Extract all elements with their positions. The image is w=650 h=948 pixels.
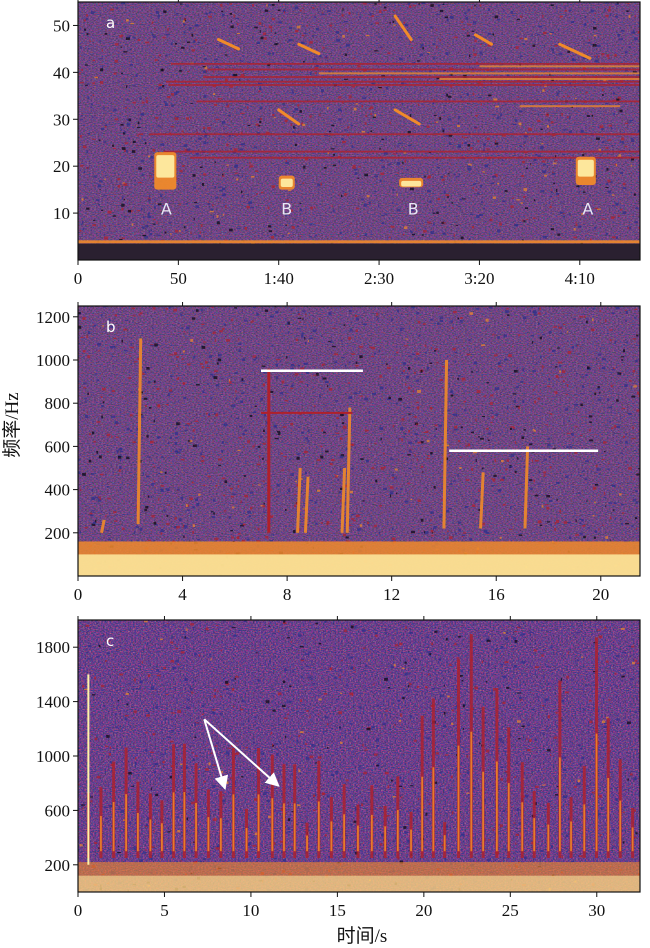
x-tick-label: 4:10 [565,269,595,288]
call-core [280,178,293,188]
y-tick-label: 400 [45,481,71,500]
harmonic-bands [149,62,640,159]
x-tick-label: 16 [488,585,505,604]
call-core [577,159,594,177]
call-label: A [582,199,593,218]
x-tick-label: 25 [502,901,519,920]
y-tick-label: 600 [45,437,71,456]
panel-b: b 0 4 8 12 16 20 200 400 600 800 1000 1200 [36,302,641,604]
x-tick-label: 8 [283,585,292,604]
x-tick-label: 3:20 [464,269,494,288]
low-frequency-core [78,554,640,576]
y-tick-label: 1800 [36,638,70,657]
call-label: A [161,199,172,218]
plot-area [78,306,640,576]
x-tick-label: 0 [74,585,83,604]
y-tick-label: 40 [53,63,70,82]
panel-letter: c [106,632,114,650]
y-tick-label: 1200 [36,308,70,327]
y-tick-label: 1400 [36,693,70,712]
low-frequency-line [78,240,640,244]
x-tick-label: 12 [383,585,400,604]
plot-area [78,620,640,892]
y-tick-label: 20 [53,157,70,176]
call-label: B [281,199,292,218]
x-tick-label: 20 [415,901,432,920]
plot-frame [77,305,641,577]
x-tick-label: 0 [74,269,83,288]
vertical-strokes [100,338,530,534]
y-tick-label: 200 [45,524,71,543]
x-tick-label: 4 [178,585,187,604]
plot-frame [77,1,641,261]
y-tick-label: 800 [45,394,71,413]
x-axis-title: 时间/s [337,925,388,947]
pulse-train [86,634,635,865]
x-tick-label: 2:30 [364,269,394,288]
arrow-2 [203,718,280,787]
y-tick-label: 30 [53,110,70,129]
plot-area: ABBAB [78,2,640,260]
arrow-1 [203,718,229,790]
y-tick-label: 600 [45,801,71,820]
x-tick-label: 15 [329,901,346,920]
panel-c: c 0 5 10 15 20 25 30 200 600 1000 1400 1800 [36,616,641,920]
y-tick-label: 1000 [36,351,70,370]
x-tick-label: 1:40 [264,269,294,288]
panel-letter: a [106,14,115,32]
panel-letter: b [106,318,116,336]
y-tick-label: 50 [53,16,70,35]
low-frequency-floor [78,243,640,260]
x-tick-label: 5 [160,901,169,920]
spectrogram-noise [78,2,640,260]
low-frequency-core [78,875,640,892]
call-core [401,180,422,187]
x-tick-label: 50 [170,269,187,288]
y-tick-label: 1000 [36,747,70,766]
x-tick-label: 0 [74,901,83,920]
x-tick-label: 20 [592,585,609,604]
call-glides [217,14,592,126]
call-core [156,155,175,178]
x-tick-label: 30 [588,901,605,920]
y-tick-label: 200 [45,856,71,875]
y-tick-label: 10 [53,204,70,223]
y-axis-title: 频率/Hz [1,392,23,457]
call-label: B [408,199,419,218]
spectrogram-noise [78,306,640,576]
x-tick-label: 10 [242,901,259,920]
